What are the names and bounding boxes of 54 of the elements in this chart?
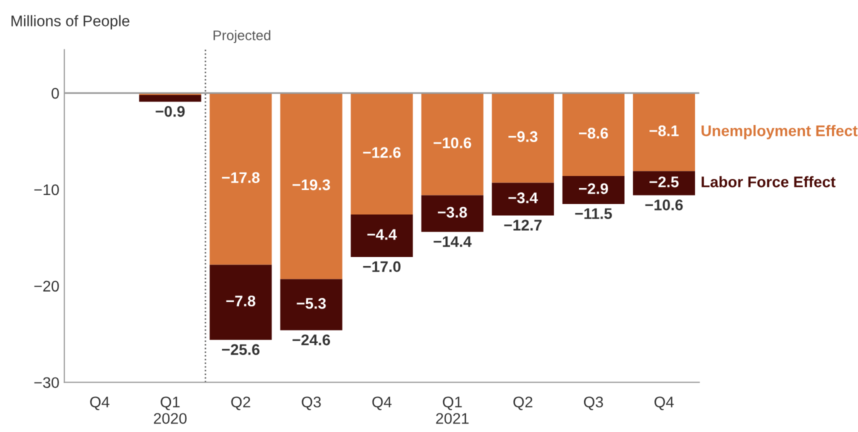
bar xyxy=(632,171,696,196)
x-tick-label: Q3 xyxy=(584,396,603,410)
y-tick-label: −30 xyxy=(34,377,59,388)
x-tick-label: Q1 2021 xyxy=(436,396,469,424)
bar xyxy=(350,214,413,257)
data-label: −9.3 xyxy=(508,131,538,142)
total-label: −17.0 xyxy=(363,261,401,272)
x-tick-label: Q4 xyxy=(90,396,110,410)
bar xyxy=(562,93,624,176)
bar xyxy=(492,93,554,183)
total-label: −11.5 xyxy=(575,208,612,220)
y-tick-label: −10 xyxy=(34,184,59,196)
data-label: −3.8 xyxy=(438,206,467,218)
x-tick-label: Q4 xyxy=(372,396,392,410)
bar xyxy=(210,264,272,340)
data-label: −8.6 xyxy=(579,128,608,139)
bar xyxy=(139,94,202,102)
x-tick-label: Q1 2020 xyxy=(154,396,187,424)
series-label: Labor Force Effect xyxy=(702,176,836,188)
total-label: −25.6 xyxy=(222,344,260,355)
bar xyxy=(492,182,554,216)
bar xyxy=(280,279,342,330)
data-label: −5.3 xyxy=(296,298,326,309)
data-label: −3.4 xyxy=(508,192,538,204)
data-label: −17.8 xyxy=(222,172,260,183)
data-label: −4.4 xyxy=(367,229,397,240)
data-label: −2.5 xyxy=(650,176,679,188)
total-label: −10.6 xyxy=(645,200,683,210)
x-tick-label: Q2 xyxy=(513,396,532,410)
total-label: −12.7 xyxy=(504,220,542,230)
ref-line-label: Projected xyxy=(214,30,270,44)
series-label: Unemployment Effect xyxy=(702,124,858,140)
total-label: −24.6 xyxy=(292,334,330,346)
total-label: −0.9 xyxy=(156,106,185,117)
y-tick-label: −20 xyxy=(34,280,59,292)
total-label: −14.4 xyxy=(434,236,472,247)
data-label: −12.6 xyxy=(363,147,401,158)
data-label: −8.1 xyxy=(650,125,679,136)
bar xyxy=(632,93,696,172)
data-label: −10.6 xyxy=(434,137,472,148)
x-tick-label: Q3 xyxy=(302,396,321,410)
data-label: −2.9 xyxy=(579,183,608,194)
data-label: −19.3 xyxy=(292,179,330,190)
x-tick-label: Q2 xyxy=(231,396,250,410)
x-tick-label: Q4 xyxy=(654,396,674,410)
data-label: −7.8 xyxy=(226,296,256,306)
y-tick-label: 0 xyxy=(52,88,59,99)
bar xyxy=(562,176,624,204)
bar xyxy=(421,195,484,232)
bar xyxy=(350,93,413,215)
y-axis-title: Millions of People xyxy=(12,15,130,30)
bar xyxy=(210,93,272,265)
bar xyxy=(421,93,484,196)
bar xyxy=(280,93,342,280)
